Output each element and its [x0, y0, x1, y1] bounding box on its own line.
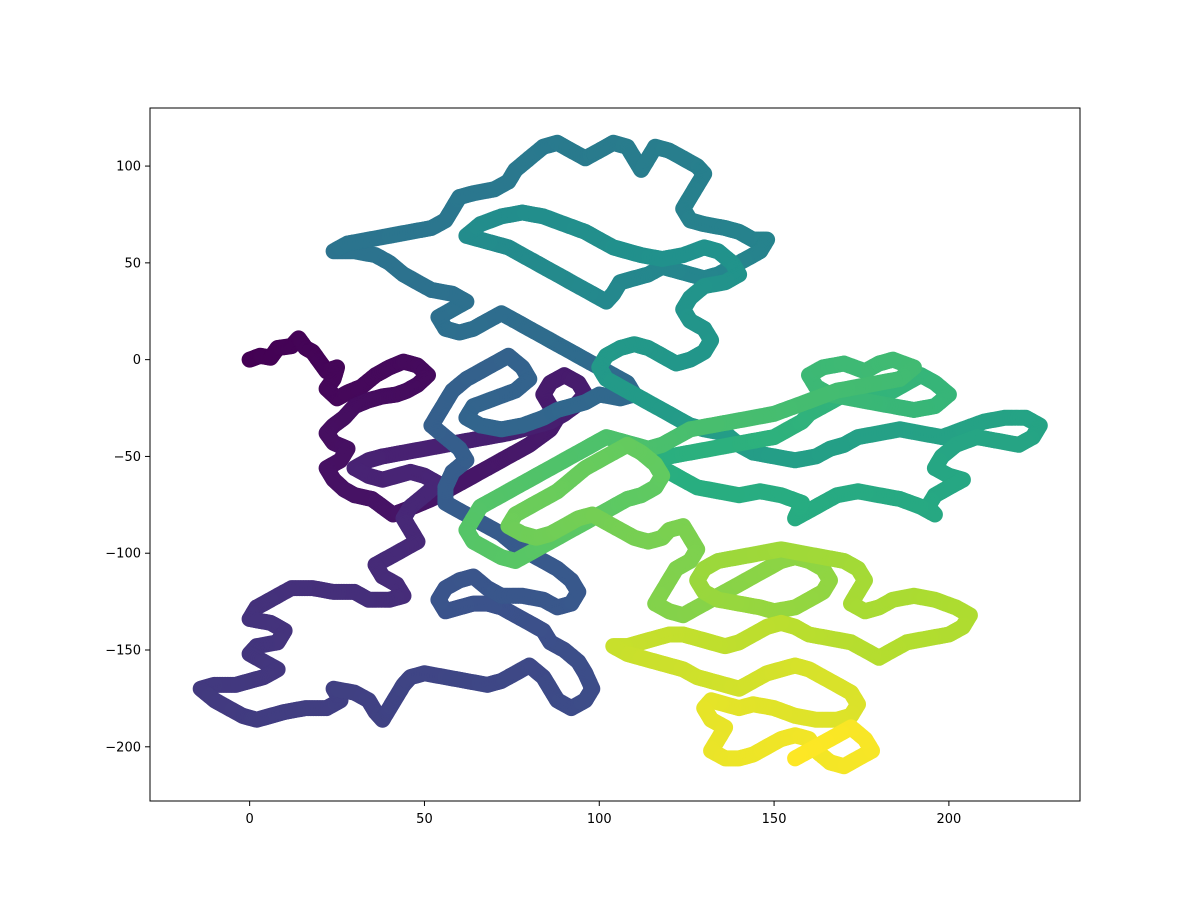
scatter-point-4776 — [787, 750, 804, 767]
y-tick-label: −100 — [105, 547, 141, 562]
y-tick-label: −200 — [105, 740, 141, 755]
x-tick-label: 200 — [936, 812, 961, 827]
y-tick-label: 100 — [116, 160, 141, 175]
x-tick-label: 150 — [762, 812, 787, 827]
y-tick-label: 50 — [124, 256, 141, 271]
x-tick-label: 0 — [246, 812, 254, 827]
x-tick-label: 50 — [416, 812, 433, 827]
y-tick-label: −50 — [114, 450, 141, 465]
x-tick-label: 100 — [587, 812, 612, 827]
scatter-points — [192, 134, 1048, 775]
y-tick-label: 0 — [133, 353, 141, 368]
y-tick-label: −150 — [105, 644, 141, 659]
